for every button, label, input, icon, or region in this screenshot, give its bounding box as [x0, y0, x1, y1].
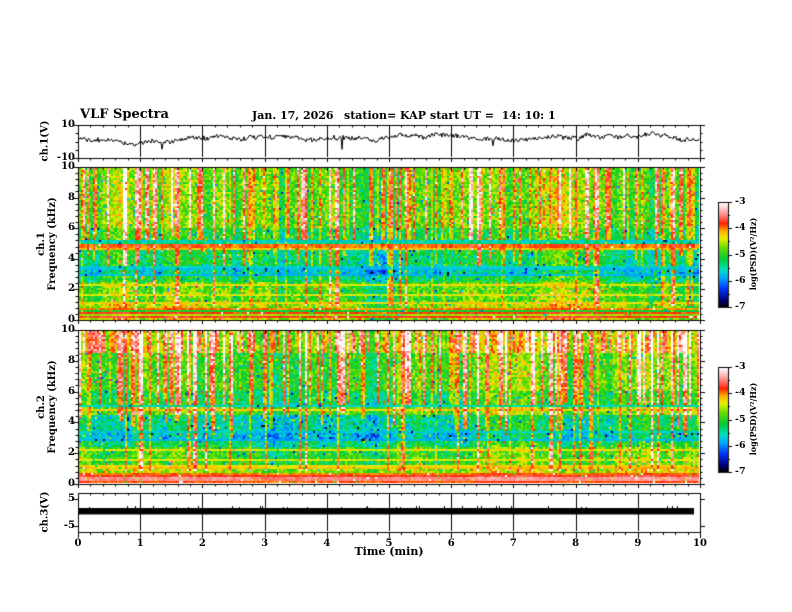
plot-canvas: [0, 0, 792, 612]
vlf-spectra-figure: VLF Spectra Jan. 17, 2026 station= KAP s…: [0, 0, 792, 612]
